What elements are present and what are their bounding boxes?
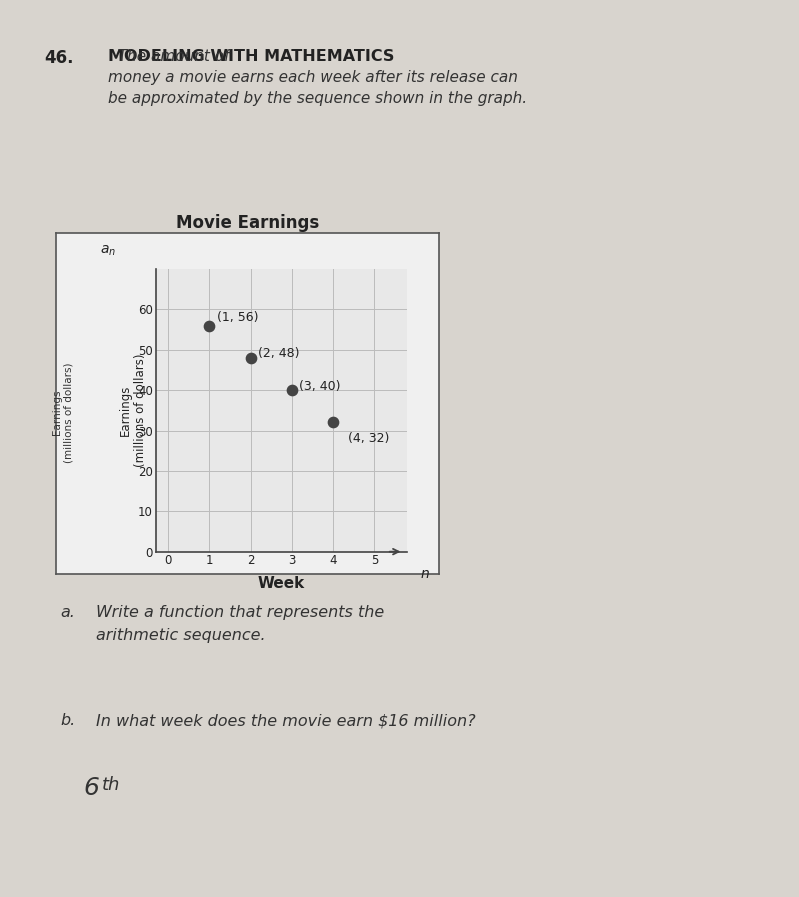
X-axis label: Week: Week (258, 576, 305, 591)
Point (244, 351, 257, 365)
Text: (4, 32): (4, 32) (348, 432, 389, 445)
Text: b.: b. (60, 713, 75, 728)
Text: (1, 56): (1, 56) (217, 311, 258, 324)
Title: Movie Earnings: Movie Earnings (176, 213, 320, 231)
Y-axis label: Earnings
(millions of dollars): Earnings (millions of dollars) (118, 353, 146, 467)
Text: (2, 48): (2, 48) (258, 347, 300, 361)
Text: 46.: 46. (44, 49, 74, 67)
Text: In what week does the movie earn $16 million?: In what week does the movie earn $16 mil… (96, 713, 475, 728)
Text: Earnings
(millions of dollars): Earnings (millions of dollars) (51, 362, 74, 463)
Text: th: th (102, 776, 121, 794)
Text: The amount of
money a movie earns each week after its release can
be approximate: The amount of money a movie earns each w… (108, 49, 527, 107)
Text: Write a function that represents the
arithmetic sequence.: Write a function that represents the ari… (96, 605, 384, 642)
Text: a.: a. (60, 605, 75, 621)
Text: $a_n$: $a_n$ (101, 243, 117, 257)
Text: 6: 6 (84, 776, 100, 800)
Text: (3, 40): (3, 40) (300, 379, 341, 393)
Point (203, 318, 216, 333)
Text: $n$: $n$ (420, 567, 430, 581)
Text: MODELING WITH MATHEMATICS: MODELING WITH MATHEMATICS (108, 49, 394, 65)
Point (285, 383, 298, 397)
Point (327, 415, 340, 430)
